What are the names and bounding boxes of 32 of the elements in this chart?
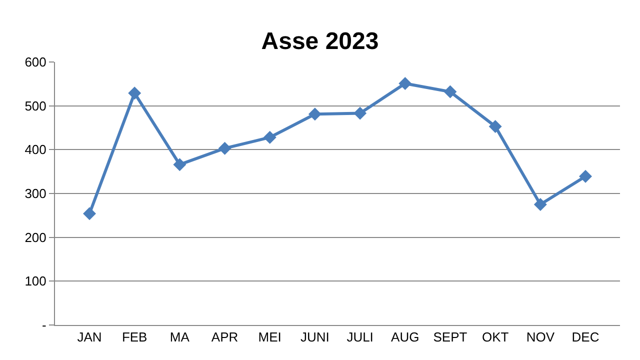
x-tick-label: MEI bbox=[258, 330, 282, 345]
y-tick-label: - bbox=[42, 318, 46, 333]
point bbox=[444, 85, 457, 98]
x-tick-label: OKT bbox=[482, 330, 509, 345]
point bbox=[128, 86, 142, 100]
point bbox=[83, 207, 96, 220]
x-tick-label: JUNI bbox=[300, 330, 330, 345]
point bbox=[398, 76, 412, 90]
x-tick-label: AUG bbox=[391, 330, 420, 345]
y-tick-label: 600 bbox=[24, 54, 46, 70]
x-tick-label: FEB bbox=[122, 330, 148, 345]
point bbox=[263, 130, 276, 144]
x-tick-label: SEPT bbox=[433, 330, 468, 345]
y-tick-label: 400 bbox=[24, 142, 46, 158]
point bbox=[354, 106, 367, 120]
x-tick-label: NOV bbox=[526, 330, 555, 345]
y-tick-label: 500 bbox=[24, 98, 46, 114]
x-tick-label: APR bbox=[211, 330, 238, 345]
x-tick-label: DEC bbox=[572, 330, 600, 345]
point bbox=[488, 120, 502, 133]
x-tick-label: MA bbox=[170, 330, 190, 345]
point bbox=[308, 108, 322, 121]
x-tick-label: JAN bbox=[77, 330, 102, 345]
y-tick-label: 200 bbox=[24, 230, 46, 245]
x-tick-label: JULI bbox=[346, 330, 374, 345]
chart-title: Asse 2023 bbox=[261, 28, 379, 56]
y-tick-label: 300 bbox=[24, 186, 46, 202]
point bbox=[534, 198, 547, 211]
point bbox=[579, 170, 592, 183]
point bbox=[173, 158, 186, 172]
y-tick-label: 100 bbox=[24, 274, 46, 289]
point bbox=[218, 142, 232, 155]
